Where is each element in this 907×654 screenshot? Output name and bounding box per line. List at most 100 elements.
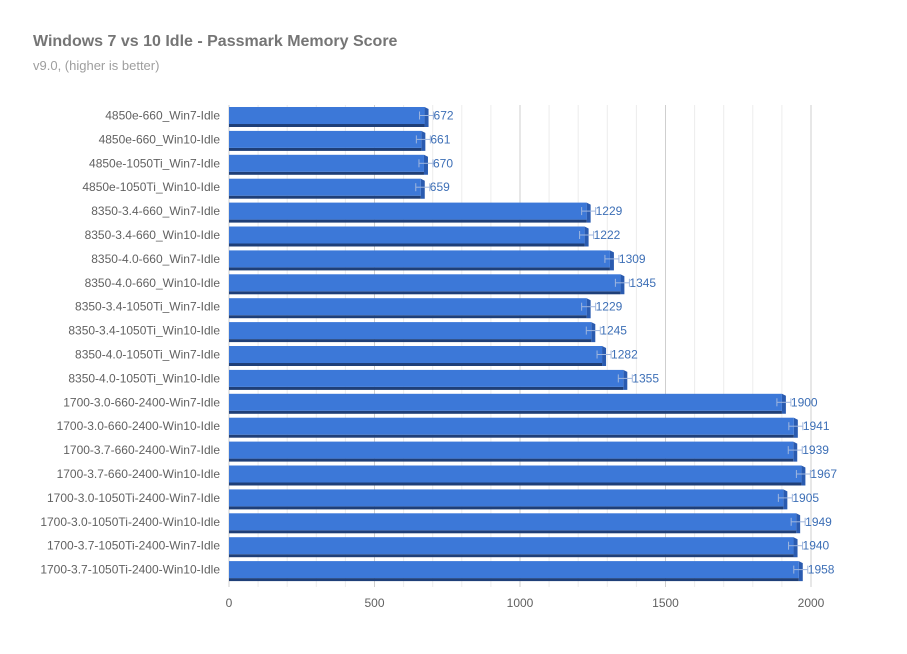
category-label: 4850e-660_Win10-Idle bbox=[99, 132, 221, 146]
bar-value-label: 659 bbox=[430, 180, 450, 194]
bar-side bbox=[793, 417, 798, 438]
category-label: 8350-3.4-1050Ti_Win10-Idle bbox=[68, 324, 220, 338]
bar bbox=[229, 274, 621, 292]
bar-value-label: 672 bbox=[434, 109, 454, 123]
category-label: 8350-4.0-660_Win10-Idle bbox=[85, 276, 221, 290]
bar-side bbox=[793, 441, 798, 462]
bar-side bbox=[591, 322, 596, 343]
bar-side bbox=[423, 154, 428, 175]
bar-side bbox=[421, 130, 426, 151]
bar-side bbox=[793, 537, 798, 558]
bar-side bbox=[781, 393, 786, 414]
bar-group: 1940 bbox=[229, 537, 830, 558]
bar-shadow bbox=[229, 315, 587, 319]
bar-value-label: 1941 bbox=[803, 419, 830, 433]
bar bbox=[229, 369, 624, 387]
category-label: 4850e-660_Win7-Idle bbox=[105, 109, 220, 123]
bar-value-label: 1282 bbox=[611, 348, 638, 362]
bar bbox=[229, 130, 422, 148]
category-label: 8350-3.4-660_Win7-Idle bbox=[91, 204, 220, 218]
bar-value-label: 1229 bbox=[596, 300, 623, 314]
bar bbox=[229, 417, 794, 435]
bar-side bbox=[586, 202, 591, 223]
category-label: 1700-3.7-660-2400-Win10-Idle bbox=[57, 467, 221, 481]
category-label: 1700-3.0-660-2400-Win10-Idle bbox=[57, 419, 221, 433]
bar-value-label: 1958 bbox=[808, 563, 835, 577]
bar-shadow bbox=[229, 339, 592, 343]
category-label: 8350-4.0-660_Win7-Idle bbox=[91, 252, 220, 266]
bar-shadow bbox=[229, 554, 794, 558]
bar-group: 659 bbox=[229, 178, 450, 199]
bar-group: 670 bbox=[229, 154, 453, 175]
bar-group: 1309 bbox=[229, 250, 646, 271]
category-label: 4850e-1050Ti_Win10-Idle bbox=[82, 180, 220, 194]
bar-group: 1949 bbox=[229, 513, 832, 534]
bar-value-label: 1345 bbox=[629, 276, 656, 290]
x-tick-label: 500 bbox=[364, 596, 384, 610]
bar-group: 1229 bbox=[229, 298, 623, 319]
bar bbox=[229, 561, 799, 579]
bar bbox=[229, 250, 610, 268]
bar-value-label: 1939 bbox=[802, 443, 829, 457]
bar-value-label: 1245 bbox=[600, 324, 627, 338]
bar-shadow bbox=[229, 267, 610, 271]
bar-group: 1345 bbox=[229, 274, 656, 295]
bar bbox=[229, 513, 797, 531]
bar-side bbox=[609, 250, 614, 271]
bar-value-label: 1355 bbox=[632, 371, 659, 385]
bar-value-label: 670 bbox=[433, 156, 453, 170]
bar-value-label: 1967 bbox=[810, 467, 837, 481]
bar-shadow bbox=[229, 171, 424, 175]
x-tick-label: 2000 bbox=[798, 596, 825, 610]
bar-value-label: 1222 bbox=[594, 228, 621, 242]
bar bbox=[229, 107, 425, 124]
bar-shadow bbox=[229, 530, 797, 534]
bar-side bbox=[420, 178, 425, 199]
bar bbox=[229, 393, 782, 411]
bar-shadow bbox=[229, 410, 782, 414]
bar bbox=[229, 226, 585, 244]
bar-group: 1229 bbox=[229, 202, 623, 223]
bar-group: 672 bbox=[229, 107, 454, 127]
bar-shadow bbox=[229, 124, 425, 127]
bar-shadow bbox=[229, 434, 794, 438]
bar-shadow bbox=[229, 482, 802, 486]
bar-side bbox=[602, 346, 607, 366]
x-tick-label: 1000 bbox=[507, 596, 534, 610]
category-label: 1700-3.7-1050Ti-2400-Win10-Idle bbox=[40, 563, 220, 577]
bar-value-label: 1949 bbox=[805, 515, 832, 529]
bar bbox=[229, 346, 603, 363]
bar bbox=[229, 322, 592, 340]
category-label: 4850e-1050Ti_Win7-Idle bbox=[89, 156, 220, 170]
bar bbox=[229, 489, 784, 507]
bar-value-label: 1905 bbox=[792, 491, 819, 505]
bar-shadow bbox=[229, 386, 624, 390]
bar bbox=[229, 465, 802, 483]
bar-group: 1900 bbox=[229, 393, 818, 414]
bars: 672 661 670 659 1229 1222 1309 1345 1229 1245 1282… bbox=[229, 107, 837, 582]
chart-subtitle: v9.0, (higher is better) bbox=[33, 58, 160, 73]
bar-group: 1941 bbox=[229, 417, 830, 438]
x-tick-label: 1500 bbox=[652, 596, 679, 610]
bar bbox=[229, 202, 587, 220]
bar-value-label: 661 bbox=[430, 132, 450, 146]
category-label: 1700-3.0-1050Ti-2400-Win7-Idle bbox=[47, 491, 220, 505]
bar-shadow bbox=[229, 243, 585, 247]
bar-side bbox=[623, 369, 628, 390]
bar-group: 1958 bbox=[229, 561, 835, 582]
bar-value-label: 1940 bbox=[803, 539, 830, 553]
category-labels: 4850e-660_Win7-Idle 4850e-660_Win10-Idle 4… bbox=[40, 109, 220, 577]
bar-shadow bbox=[229, 458, 794, 462]
bar-shadow bbox=[229, 147, 422, 151]
category-label: 1700-3.7-660-2400-Win7-Idle bbox=[63, 443, 220, 457]
bar-side bbox=[798, 561, 803, 582]
bar-group: 1905 bbox=[229, 489, 819, 510]
category-label: 1700-3.0-1050Ti-2400-Win10-Idle bbox=[40, 515, 220, 529]
category-label: 8350-3.4-660_Win10-Idle bbox=[85, 228, 221, 242]
bar bbox=[229, 298, 587, 316]
bar-shadow bbox=[229, 219, 587, 223]
bar-group: 1245 bbox=[229, 322, 627, 343]
bar-shadow bbox=[229, 578, 799, 582]
bar-group: 661 bbox=[229, 130, 451, 151]
